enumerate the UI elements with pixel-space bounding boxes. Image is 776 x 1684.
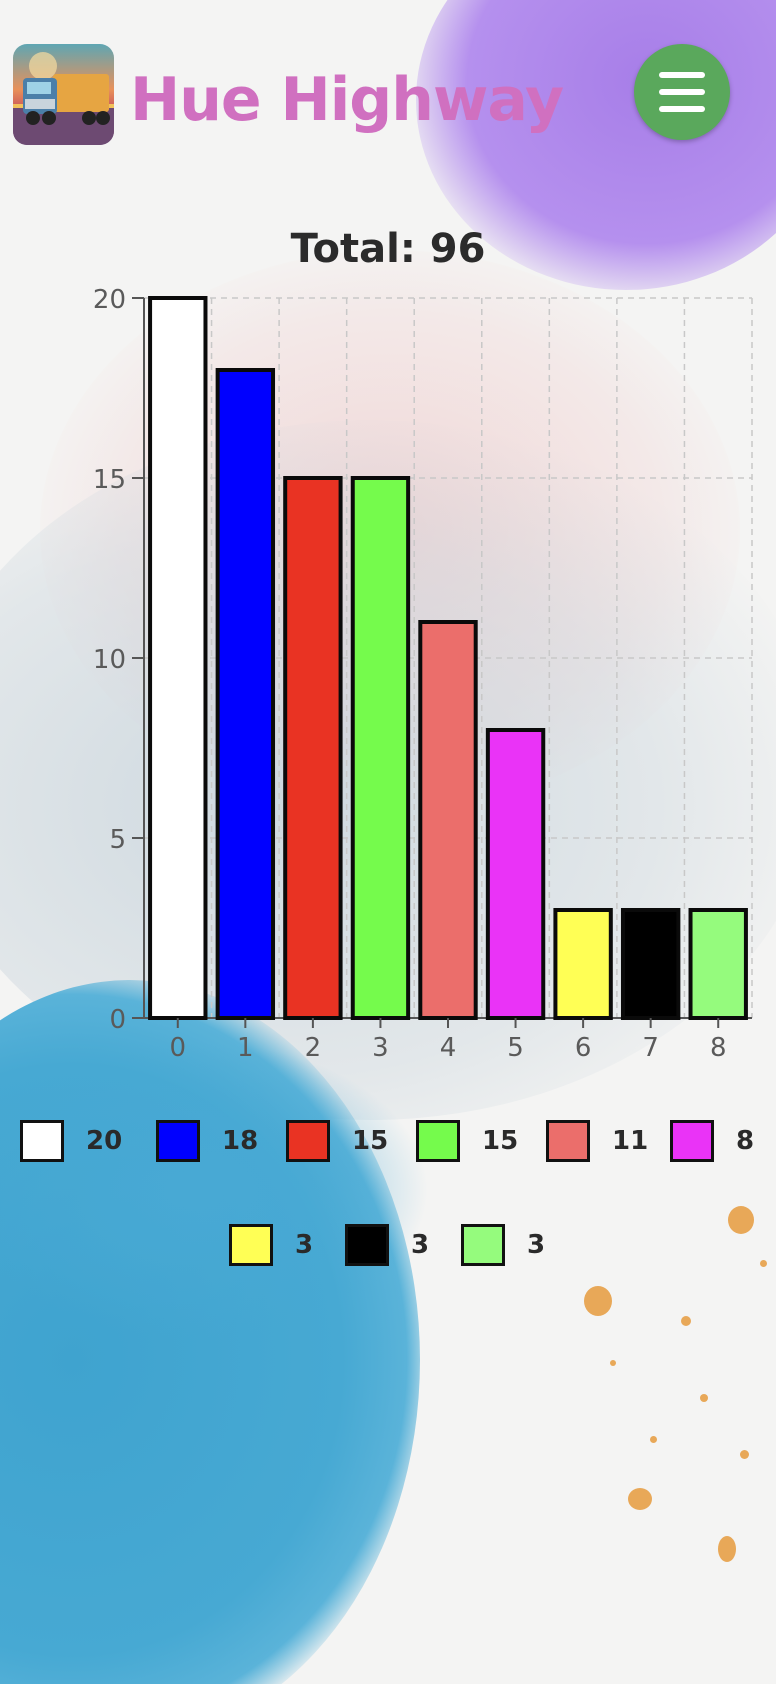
bar-7 (620, 908, 681, 1020)
legend-label: 3 (411, 1230, 430, 1260)
legend-swatch (229, 1224, 273, 1266)
x-tick-label: 8 (710, 1033, 727, 1063)
bar-8 (688, 908, 748, 1020)
legend-item[interactable]: 3 (461, 1224, 545, 1266)
legend-swatch (156, 1120, 200, 1162)
menu-button[interactable] (634, 44, 730, 140)
legend-item[interactable]: 15 (416, 1120, 518, 1162)
app-title: Hue Highway (130, 65, 564, 135)
legend-item[interactable]: 20 (20, 1120, 122, 1162)
bar-2 (283, 476, 343, 1020)
legend-swatch (670, 1120, 714, 1162)
x-tick-label: 2 (305, 1033, 322, 1063)
y-tick-label: 20 (93, 285, 126, 315)
legend-label: 3 (527, 1230, 546, 1260)
bar-5 (485, 728, 546, 1020)
legend-item[interactable]: 15 (286, 1120, 388, 1162)
y-tick-label: 10 (93, 645, 126, 675)
legend-label: 15 (352, 1126, 389, 1156)
x-tick-label: 3 (372, 1033, 389, 1063)
legend-label: 15 (482, 1126, 519, 1156)
x-tick-label: 6 (575, 1033, 592, 1063)
bar-chart: Total: 96 0 5 10 15 20 0 1 2 3 4 5 6 7 8 (93, 226, 753, 1063)
legend-label: 18 (222, 1126, 259, 1156)
legend-swatch (461, 1224, 505, 1266)
truck-logo-icon (13, 44, 114, 145)
legend-item[interactable]: 18 (156, 1120, 258, 1162)
legend-label: 3 (295, 1230, 314, 1260)
legend-label: 20 (86, 1126, 123, 1156)
x-tick-label: 4 (440, 1033, 457, 1063)
legend-label: 11 (612, 1126, 649, 1156)
y-tick-label: 15 (93, 465, 126, 495)
bar-1 (215, 368, 276, 1020)
bar-0 (148, 296, 208, 1020)
legend-swatch (546, 1120, 590, 1162)
legend-swatch (20, 1120, 64, 1162)
hamburger-menu-icon (659, 72, 705, 112)
x-tick-label: 7 (642, 1033, 659, 1063)
legend-label: 8 (736, 1126, 755, 1156)
bar-4 (418, 620, 478, 1020)
legend-swatch (286, 1120, 330, 1162)
legend-item[interactable]: 3 (229, 1224, 313, 1266)
legend-swatch (416, 1120, 460, 1162)
bar-3 (350, 476, 411, 1020)
bar-6 (553, 908, 613, 1020)
y-tick-label: 0 (109, 1005, 126, 1035)
legend-item[interactable]: 8 (670, 1120, 754, 1162)
y-tick-label: 5 (109, 825, 126, 855)
legend-swatch (345, 1224, 389, 1266)
legend-item[interactable]: 3 (345, 1224, 429, 1266)
x-tick-label: 1 (237, 1033, 254, 1063)
x-tick-label: 0 (170, 1033, 187, 1063)
legend-item[interactable]: 11 (546, 1120, 648, 1162)
x-tick-label: 5 (507, 1033, 524, 1063)
chart-title: Total: 96 (291, 226, 486, 272)
